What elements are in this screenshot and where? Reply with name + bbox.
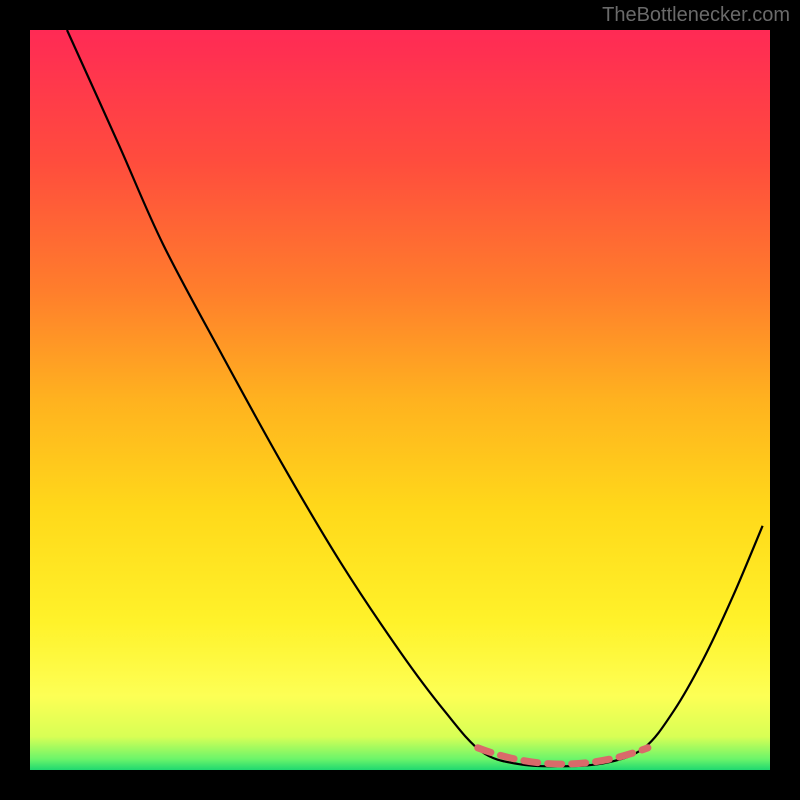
chart-svg <box>30 30 770 770</box>
chart-plot <box>30 30 770 770</box>
watermark-text: TheBottlenecker.com <box>602 4 790 27</box>
gradient-background <box>30 30 770 770</box>
